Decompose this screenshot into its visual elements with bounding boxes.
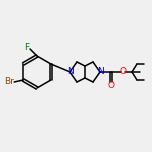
Text: F: F [24, 43, 29, 52]
Text: O: O [119, 67, 126, 76]
Text: N: N [67, 67, 73, 76]
Text: O: O [107, 81, 114, 90]
Text: N: N [97, 67, 103, 76]
Text: Br: Br [4, 78, 14, 86]
